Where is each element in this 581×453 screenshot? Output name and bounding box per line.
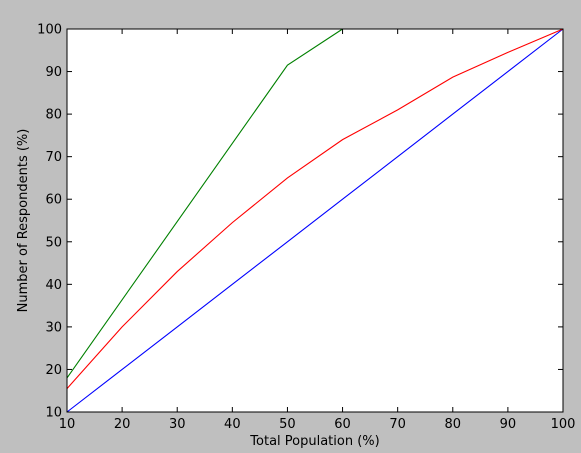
- x-tick-label: 70: [389, 417, 406, 432]
- x-tick-label: 100: [551, 417, 576, 432]
- y-axis-label: Number of Respondents (%): [16, 129, 31, 313]
- y-tick-label: 100: [37, 23, 62, 38]
- y-tick-label: 30: [45, 320, 62, 335]
- x-tick-label: 50: [279, 417, 296, 432]
- x-axis-label: Total Population (%): [249, 434, 379, 449]
- series-line-1: [66, 28, 564, 413]
- y-tick-label: 10: [45, 406, 62, 421]
- x-tick-label: 90: [500, 417, 517, 432]
- x-tick-label: 60: [334, 417, 351, 432]
- y-tick-label: 40: [45, 278, 62, 293]
- series-line-3: [66, 28, 343, 379]
- series-layer: [66, 28, 564, 413]
- y-tick-label: 50: [45, 235, 62, 250]
- x-tick-label: 30: [169, 417, 186, 432]
- y-tick-label: 20: [45, 363, 62, 378]
- plot-frame: [66, 28, 564, 413]
- ticks-layer: 10 20 30 40 50 60 70 80 90 100 10 20 30 40 50 60 70 80 90 1…: [37, 23, 575, 433]
- y-tick-label: 80: [45, 108, 62, 123]
- y-tick-label: 90: [45, 65, 62, 80]
- series-line-2: [66, 28, 564, 389]
- x-tick-label: 80: [445, 417, 462, 432]
- x-tick-label: 20: [114, 417, 131, 432]
- x-tick-label: 10: [59, 417, 76, 432]
- y-tick-label: 60: [45, 193, 62, 208]
- y-tick-label: 70: [45, 150, 62, 165]
- x-tick-label: 40: [224, 417, 241, 432]
